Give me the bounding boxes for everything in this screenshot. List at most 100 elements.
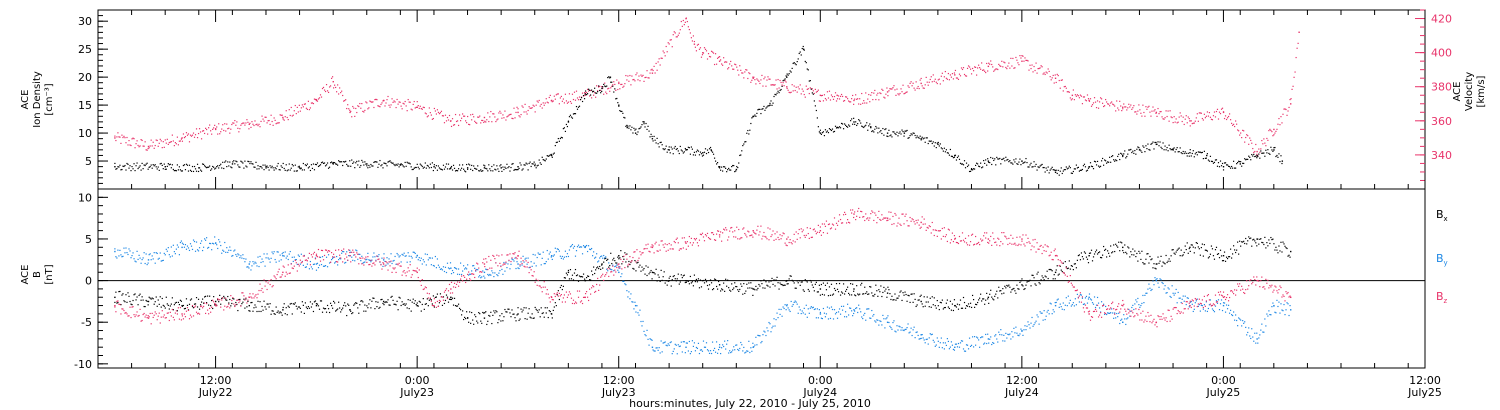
- bx-series-point: [488, 314, 490, 317]
- bx-series-point: [166, 303, 168, 305]
- velocity-series-point: [738, 74, 740, 76]
- velocity-series-point: [585, 91, 588, 94]
- bx-series-point: [546, 307, 548, 309]
- bx-series-point: [832, 293, 835, 295]
- velocity-series-point: [651, 72, 654, 74]
- density-series-point: [464, 170, 466, 172]
- by-series-point: [447, 267, 450, 269]
- by-series-point: [607, 270, 609, 272]
- velocity-series-point: [1185, 115, 1187, 117]
- by-series-point: [299, 263, 301, 265]
- density-series-point: [1203, 150, 1205, 152]
- by-series-point: [363, 261, 365, 264]
- by-series-point: [1086, 302, 1089, 304]
- bx-series-point: [698, 287, 701, 289]
- by-series-point: [431, 257, 433, 259]
- velocity-series-point: [423, 106, 425, 109]
- bx-series-point: [492, 314, 494, 317]
- bx-series-point: [888, 289, 890, 291]
- density-series-point: [680, 149, 682, 151]
- by-series-point: [929, 333, 931, 335]
- by-series-point: [973, 336, 976, 338]
- velocity-series-point: [482, 119, 484, 122]
- velocity-series-point: [220, 131, 222, 133]
- density-series-point: [790, 71, 792, 73]
- density-series-point: [437, 165, 440, 167]
- velocity-series-point: [464, 115, 466, 117]
- density-series-point: [254, 166, 256, 168]
- velocity-series-point: [605, 91, 607, 93]
- velocity-series-point: [132, 137, 134, 139]
- density-series-point: [1156, 143, 1158, 145]
- by-series-point: [246, 266, 248, 268]
- velocity-series-point: [1204, 117, 1206, 119]
- by-series-point: [695, 346, 698, 349]
- bx-series-point: [815, 281, 817, 283]
- velocity-series-point: [1258, 148, 1260, 150]
- density-series-point: [967, 164, 970, 166]
- bx-series-point: [116, 302, 118, 304]
- bx-series-point: [1049, 268, 1051, 271]
- by-series-point: [1277, 305, 1279, 308]
- bx-series-point: [1279, 250, 1281, 252]
- velocity-series-point: [1111, 101, 1113, 103]
- velocity-series-point: [470, 114, 472, 116]
- density-series-point: [920, 138, 922, 140]
- velocity-series-point: [1275, 130, 1277, 132]
- density-series-point: [882, 127, 884, 130]
- bx-series-point: [562, 285, 564, 287]
- by-series-point: [293, 256, 295, 258]
- density-series-point: [765, 107, 767, 109]
- by-series-point: [1290, 309, 1292, 311]
- velocity-series-point: [404, 100, 406, 103]
- velocity-series-point: [640, 74, 642, 76]
- by-series-point: [398, 256, 400, 258]
- by-series-point: [480, 277, 482, 279]
- density-series-point: [817, 126, 819, 128]
- velocity-series-point: [1073, 99, 1075, 101]
- velocity-series-point: [1165, 110, 1167, 112]
- bx-series-point: [1236, 249, 1238, 251]
- by-series-point: [1250, 337, 1252, 340]
- density-series-point: [827, 132, 830, 134]
- by-series-point: [1149, 287, 1151, 289]
- velocity-series-point: [769, 78, 771, 80]
- bx-series-point: [288, 306, 290, 308]
- by-series-point: [427, 259, 429, 261]
- velocity-series-point: [745, 69, 747, 71]
- by-series-point: [131, 255, 133, 257]
- by-series-point: [703, 346, 706, 348]
- by-series-point: [133, 258, 135, 260]
- density-series-point: [669, 152, 671, 154]
- by-series-point: [430, 264, 432, 266]
- bx-series-point: [432, 295, 434, 297]
- by-series-point: [1189, 301, 1191, 303]
- by-series-point: [324, 265, 327, 267]
- density-series-point: [1225, 164, 1228, 166]
- density-series-point: [356, 160, 358, 163]
- by-series-point: [1269, 313, 1271, 316]
- bx-series-point: [152, 298, 154, 300]
- bx-series-point: [478, 311, 480, 314]
- by-series-point: [316, 262, 319, 264]
- density-series-point: [823, 135, 826, 137]
- bx-series-point: [572, 279, 575, 281]
- field-frame: [97, 188, 1426, 369]
- by-series-point: [1155, 279, 1157, 281]
- bx-series-point: [147, 300, 150, 303]
- by-series-point: [146, 263, 148, 266]
- bx-series-point: [1248, 236, 1250, 238]
- bx-series-point: [1071, 265, 1073, 267]
- by-series-point: [217, 247, 219, 250]
- bx-series-point: [347, 303, 349, 305]
- density-series-point: [636, 133, 638, 136]
- density-series-point: [863, 126, 865, 129]
- bx-series-point: [1000, 290, 1002, 292]
- bx-series-point: [364, 304, 366, 306]
- by-series-point: [1091, 302, 1094, 304]
- field-axis-label-line: ACE: [20, 265, 31, 285]
- bx-series-point: [913, 293, 915, 295]
- density-series-point: [988, 161, 990, 163]
- velocity-series-point: [456, 120, 459, 122]
- bx-series-point: [968, 306, 971, 308]
